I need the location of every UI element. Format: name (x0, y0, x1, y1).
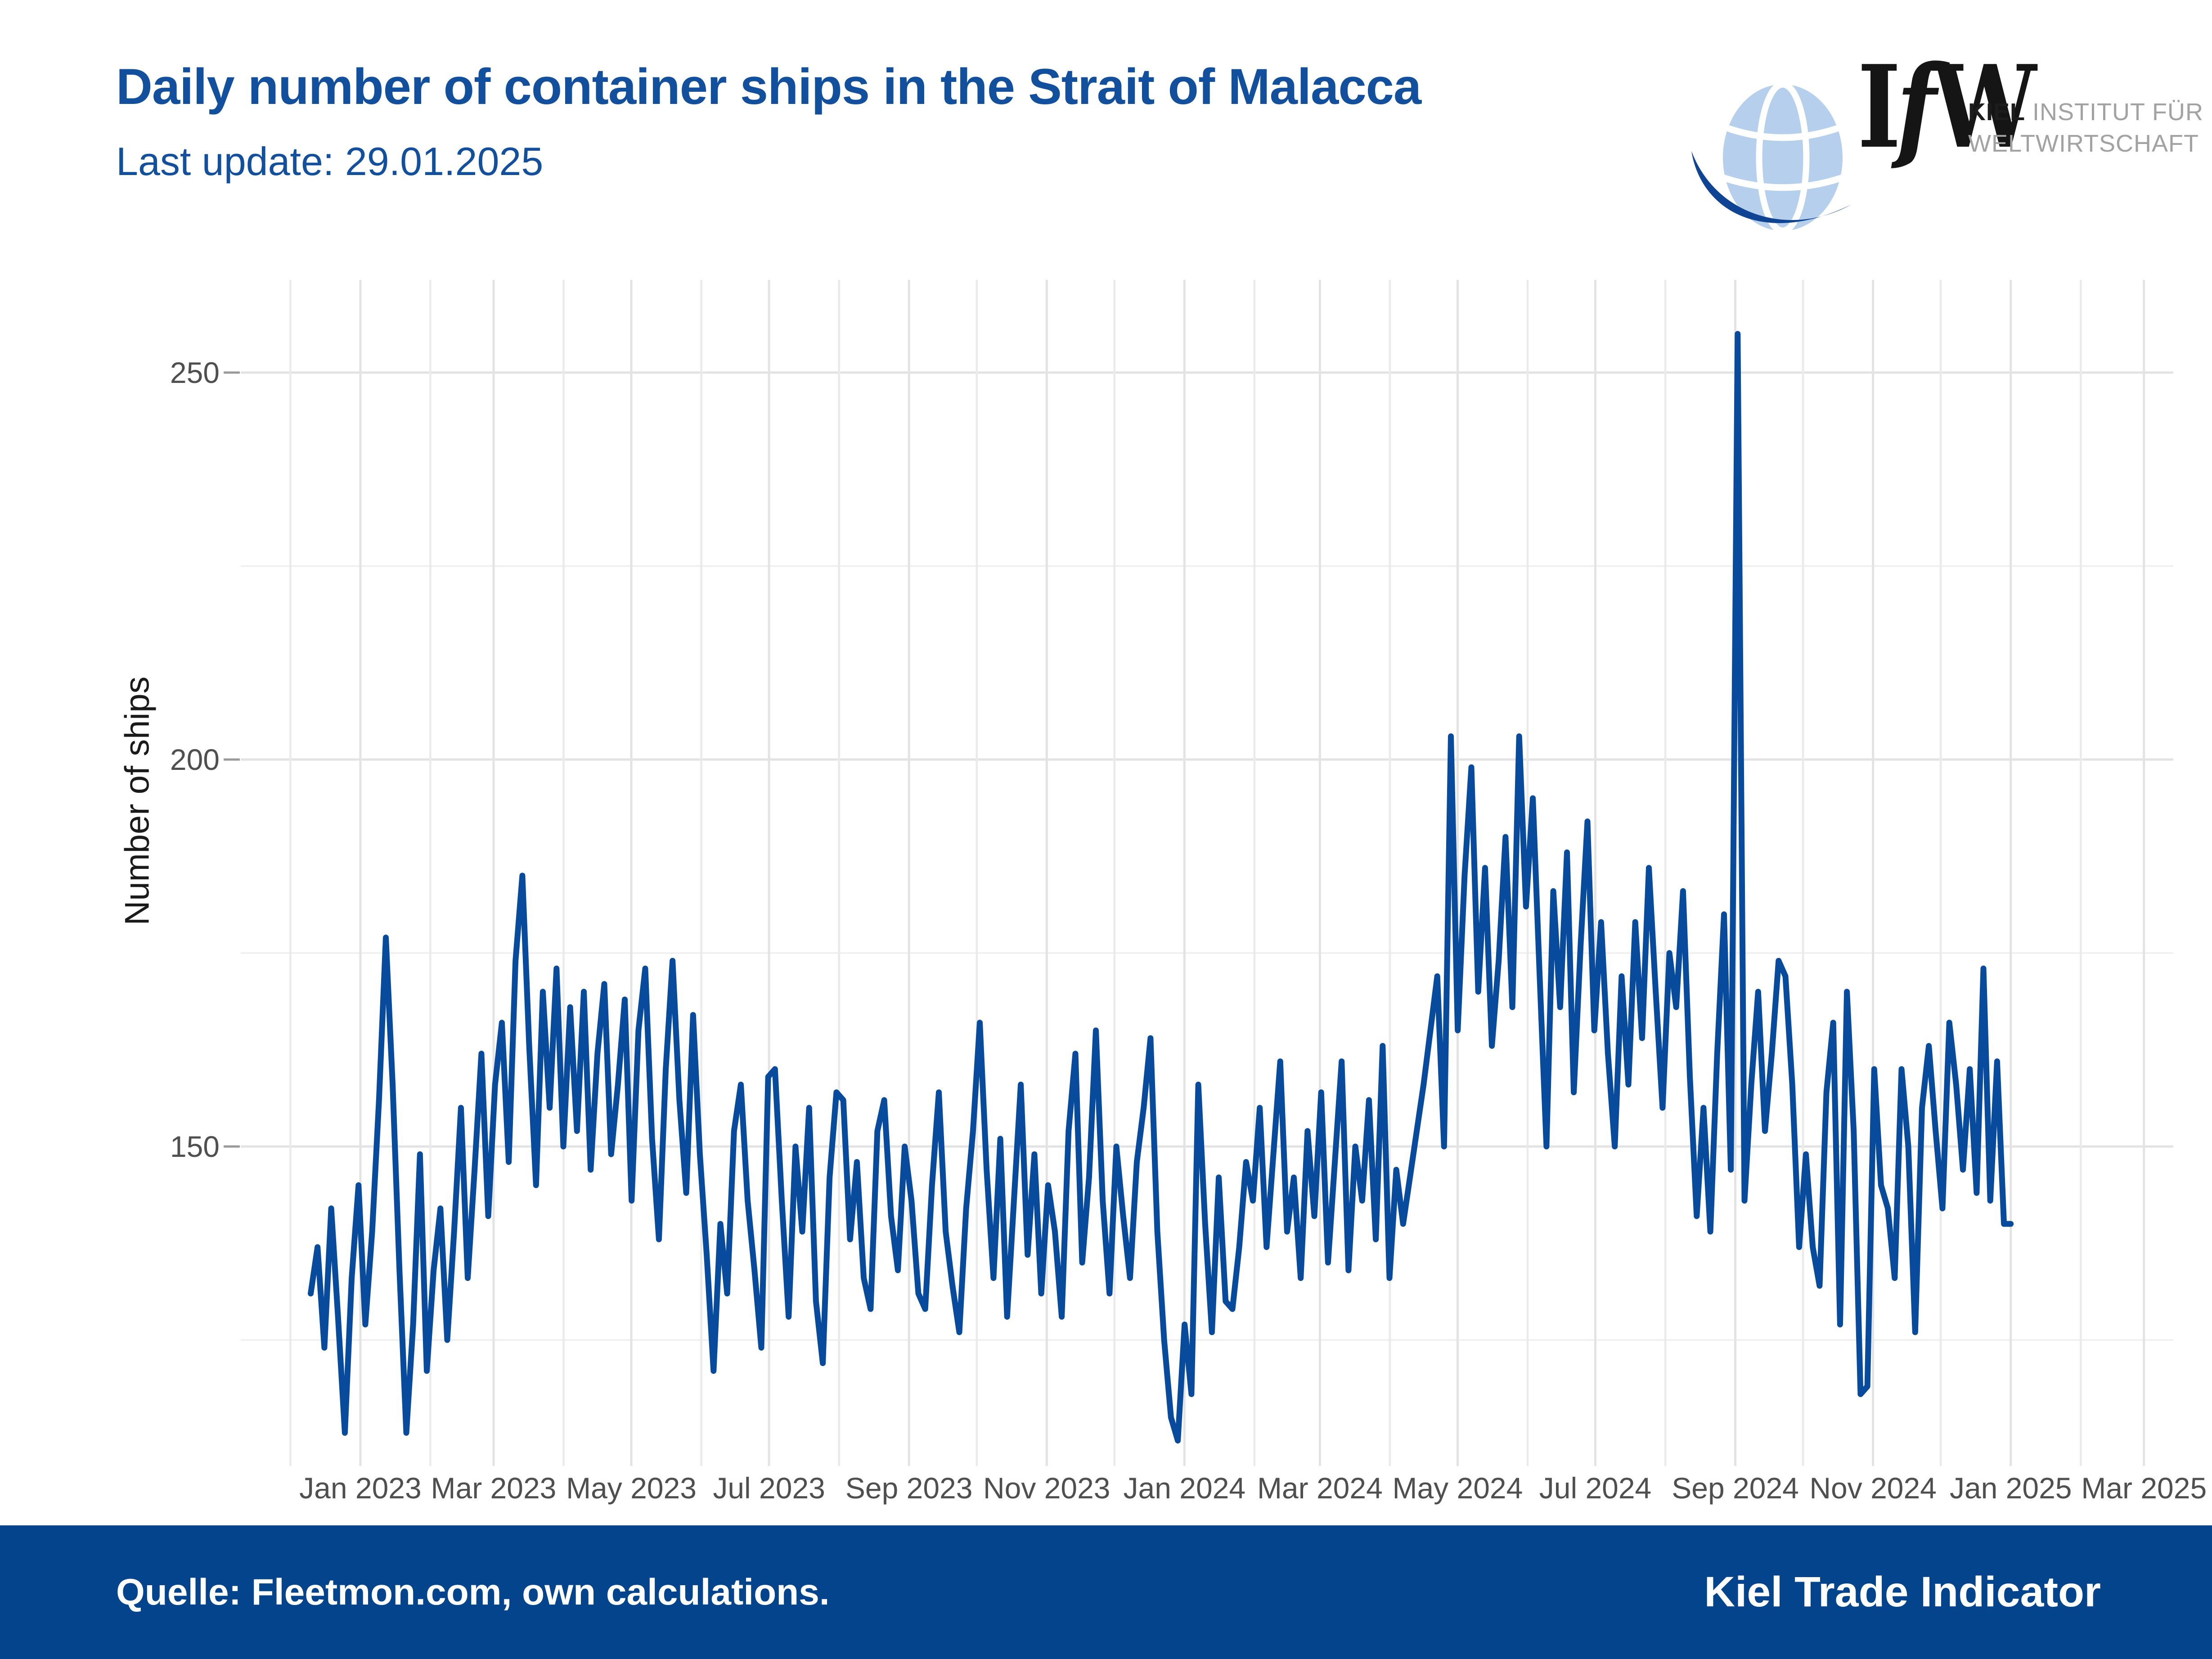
line-chart: 150 200 250 Jan 2023 Mar 2023 May 2023 Jul 202… (170, 280, 2207, 1505)
x-tick-label: Jan 2024 (1124, 1471, 1246, 1505)
y-tick-label: 250 (170, 356, 220, 389)
footer-bar: Quelle: Fleetmon.com, own calculations. … (0, 1525, 2212, 1659)
x-tick-label: May 2023 (566, 1471, 697, 1505)
y-tick-label: 200 (170, 743, 220, 776)
footer-source: Quelle: Fleetmon.com, own calculations. (116, 1571, 830, 1613)
footer-brand: Kiel Trade Indicator (1704, 1568, 2101, 1616)
x-tick-label: Mar 2024 (1257, 1471, 1383, 1505)
x-tick-label: Nov 2023 (983, 1471, 1110, 1505)
x-tick-label: Jan 2023 (299, 1471, 422, 1505)
x-tick-label: Sep 2023 (845, 1471, 973, 1505)
x-tick-label: Jul 2023 (713, 1471, 825, 1505)
x-tick-label: Mar 2025 (2081, 1471, 2207, 1505)
institute-name-line2: WELTWIRTSCHAFT (1968, 130, 2199, 157)
page-title: Daily number of container ships in the S… (116, 58, 1421, 115)
globe-icon (1691, 81, 1852, 234)
institute-name-line1: KIEL INSTITUT FÜR (1968, 99, 2204, 126)
x-tick-label: Jul 2024 (1539, 1471, 1652, 1505)
ifw-monogram: IfW (1857, 40, 2037, 174)
x-tick-label: Sep 2024 (1672, 1471, 1799, 1505)
page-subtitle: Last update: 29.01.2025 (116, 139, 544, 184)
x-tick-label: Nov 2024 (1809, 1471, 1937, 1505)
data-series-line (308, 331, 2014, 1444)
x-tick-label: Jan 2025 (1950, 1471, 2072, 1505)
y-tick-label: 150 (170, 1130, 220, 1163)
ifw-logo: IfW KIEL INSTITUT FÜR WELTWIRTSCHAFT (1691, 45, 2203, 247)
x-tick-label: Mar 2023 (431, 1471, 557, 1505)
x-tick-label: May 2024 (1393, 1471, 1523, 1505)
